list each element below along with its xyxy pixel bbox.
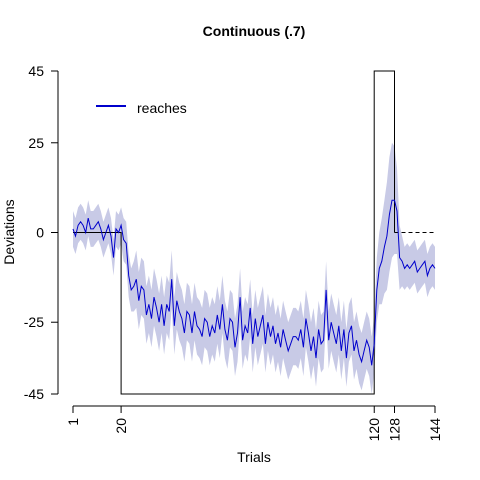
y-tick-label-2: 0 (36, 225, 44, 241)
x-axis-label: Trials (237, 449, 271, 465)
x-tick-label-4: 144 (427, 418, 443, 442)
y-axis-label: Deviations (1, 199, 17, 264)
x-tick-label-0: 1 (65, 418, 81, 426)
legend: reaches (96, 100, 187, 116)
confidence-band-reaches (73, 142, 435, 394)
y-tick-label-4: -45 (24, 386, 44, 402)
x-tick-label-3: 128 (386, 418, 402, 442)
x-tick-label-1: 20 (113, 418, 129, 434)
confidence-band-layer (73, 142, 435, 394)
series-layer (72, 199, 436, 366)
perturbation-schedule-layer (73, 70, 435, 395)
perturbation-schedule-line (73, 70, 395, 395)
y-tick-label-3: -25 (24, 314, 44, 330)
legend-label-reaches: reaches (137, 100, 187, 116)
y-tick-label-0: 45 (28, 63, 44, 79)
x-tick-label-2: 120 (366, 418, 382, 442)
y-tick-label-1: 25 (28, 135, 44, 151)
series-line-reaches (72, 199, 436, 366)
chart-title: Continuous (.7) (203, 23, 306, 39)
